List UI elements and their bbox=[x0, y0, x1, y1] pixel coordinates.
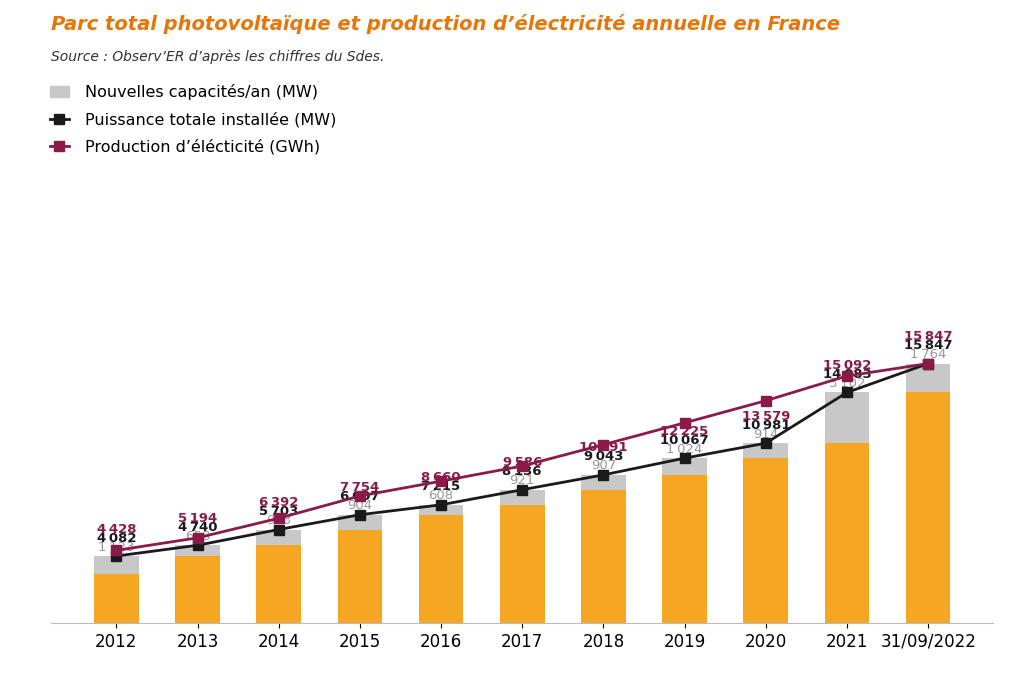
Bar bbox=[175, 545, 220, 556]
Text: 3 102: 3 102 bbox=[828, 377, 865, 390]
Bar bbox=[338, 515, 382, 529]
Text: 914: 914 bbox=[753, 428, 778, 441]
Text: 4 428: 4 428 bbox=[96, 522, 136, 536]
Text: 15 847: 15 847 bbox=[904, 330, 952, 343]
Bar bbox=[581, 490, 626, 623]
Legend: Nouvelles capacités/an (MW), Puissance totale installée (MW), Production d’éléct: Nouvelles capacités/an (MW), Puissance t… bbox=[50, 84, 336, 155]
Text: 8 660: 8 660 bbox=[421, 471, 461, 484]
Text: 14 083: 14 083 bbox=[822, 368, 871, 381]
Bar bbox=[824, 392, 869, 443]
Text: 9 586: 9 586 bbox=[503, 456, 542, 469]
Bar bbox=[824, 443, 869, 623]
Text: 4 740: 4 740 bbox=[178, 521, 217, 534]
Text: 8 136: 8 136 bbox=[503, 465, 542, 478]
Text: 6 607: 6 607 bbox=[340, 491, 380, 503]
Bar bbox=[175, 556, 220, 623]
Bar bbox=[419, 515, 464, 623]
Bar bbox=[906, 392, 950, 623]
Bar bbox=[500, 490, 545, 504]
Text: 9 043: 9 043 bbox=[584, 450, 624, 464]
Text: 1 123: 1 123 bbox=[98, 540, 135, 554]
Text: 10 891: 10 891 bbox=[580, 441, 628, 455]
Bar bbox=[94, 556, 138, 574]
Text: 5 703: 5 703 bbox=[259, 505, 298, 518]
Bar bbox=[256, 545, 301, 623]
Text: 10 981: 10 981 bbox=[741, 419, 791, 432]
Bar bbox=[743, 443, 788, 458]
Text: 608: 608 bbox=[428, 489, 454, 502]
Bar bbox=[256, 529, 301, 545]
Text: 10 067: 10 067 bbox=[660, 434, 709, 447]
Text: 7 754: 7 754 bbox=[340, 482, 380, 494]
Text: 15 092: 15 092 bbox=[822, 359, 871, 372]
Text: 7 215: 7 215 bbox=[422, 480, 461, 493]
Text: 15 847: 15 847 bbox=[904, 339, 952, 352]
Text: Source : Observ’ER d’après les chiffres du Sdes.: Source : Observ’ER d’après les chiffres … bbox=[51, 50, 385, 64]
Bar bbox=[581, 475, 626, 490]
Text: 963: 963 bbox=[266, 514, 292, 527]
Bar bbox=[663, 458, 707, 475]
Bar bbox=[94, 574, 138, 623]
Text: 1 024: 1 024 bbox=[667, 443, 702, 456]
Text: 921: 921 bbox=[510, 474, 535, 487]
Text: 12 225: 12 225 bbox=[660, 425, 709, 438]
Bar bbox=[338, 529, 382, 623]
Text: Parc total photovoltaïque et production d’électricité annuelle en France: Parc total photovoltaïque et production … bbox=[51, 14, 841, 34]
Bar bbox=[500, 504, 545, 623]
Text: 1 764: 1 764 bbox=[910, 348, 946, 361]
Text: 658: 658 bbox=[185, 530, 210, 543]
Bar bbox=[906, 363, 950, 392]
Text: 6 392: 6 392 bbox=[259, 496, 298, 509]
Text: 13 579: 13 579 bbox=[741, 410, 790, 423]
Text: 907: 907 bbox=[591, 459, 616, 473]
Text: 4 082: 4 082 bbox=[96, 531, 136, 545]
Text: 904: 904 bbox=[347, 500, 373, 512]
Bar bbox=[663, 475, 707, 623]
Bar bbox=[743, 458, 788, 623]
Text: 5 194: 5 194 bbox=[178, 512, 217, 525]
Bar bbox=[419, 504, 464, 515]
